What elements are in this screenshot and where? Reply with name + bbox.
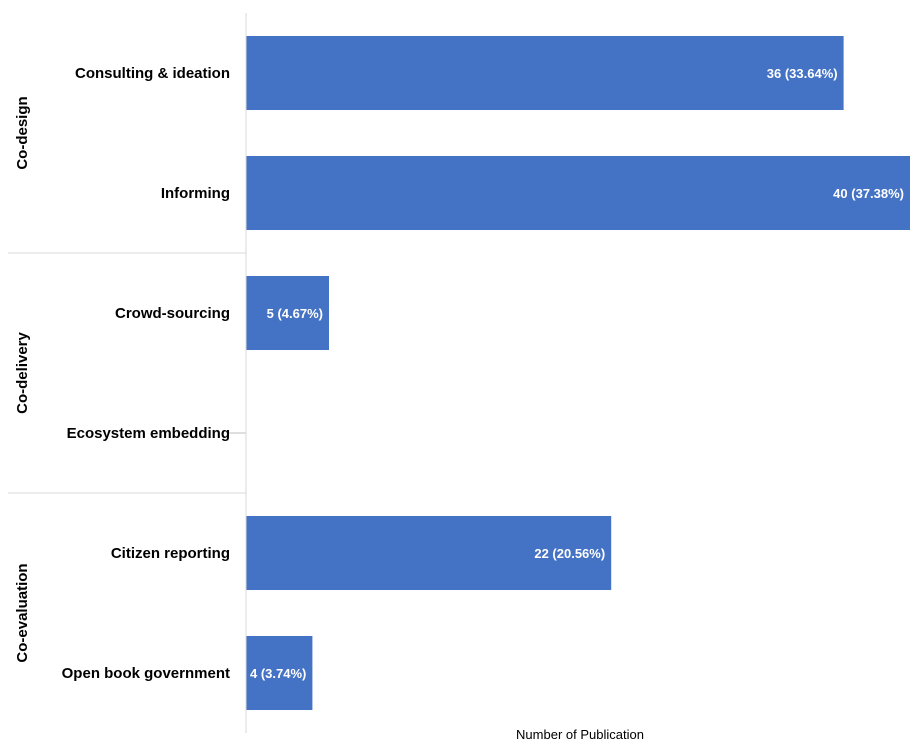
data-label-crowd-sourcing: 5 (4.67%) xyxy=(267,306,323,321)
category-label-open-book-government: Open book government xyxy=(62,665,230,682)
group-label-co-delivery: Co-delivery xyxy=(14,331,31,413)
bar-consulting-ideation xyxy=(246,36,844,110)
data-label-citizen-reporting: 22 (20.56%) xyxy=(534,546,605,561)
bar-informing xyxy=(246,156,910,230)
category-label-informing: Informing xyxy=(161,185,230,202)
data-label-consulting-ideation: 36 (33.64%) xyxy=(767,66,838,81)
category-label-consulting-ideation: Consulting & ideation xyxy=(75,65,230,82)
data-label-open-book-government: 4 (3.74%) xyxy=(250,666,306,681)
data-label-informing: 40 (37.38%) xyxy=(833,186,904,201)
category-labels: Consulting & ideation Informing Crowd-sour… xyxy=(62,65,230,682)
group-labels: Co-design Co-delivery Co-evaluation xyxy=(8,96,246,663)
group-label-co-evaluation: Co-evaluation xyxy=(14,563,31,662)
group-label-co-design: Co-design xyxy=(14,96,31,169)
bars: 36 (33.64%) 40 (37.38%) 5 (4.67%) 22 (20.56… xyxy=(228,36,910,710)
category-label-ecosystem-embedding: Ecosystem embedding xyxy=(67,425,230,442)
category-label-crowd-sourcing: Crowd-sourcing xyxy=(115,305,230,322)
x-axis-title: Number of Publication xyxy=(516,727,644,742)
bar-citizen-reporting xyxy=(246,516,612,590)
bar-crowd-sourcing xyxy=(246,276,329,350)
bar-open-book-government xyxy=(246,636,313,710)
category-label-citizen-reporting: Citizen reporting xyxy=(111,545,230,562)
